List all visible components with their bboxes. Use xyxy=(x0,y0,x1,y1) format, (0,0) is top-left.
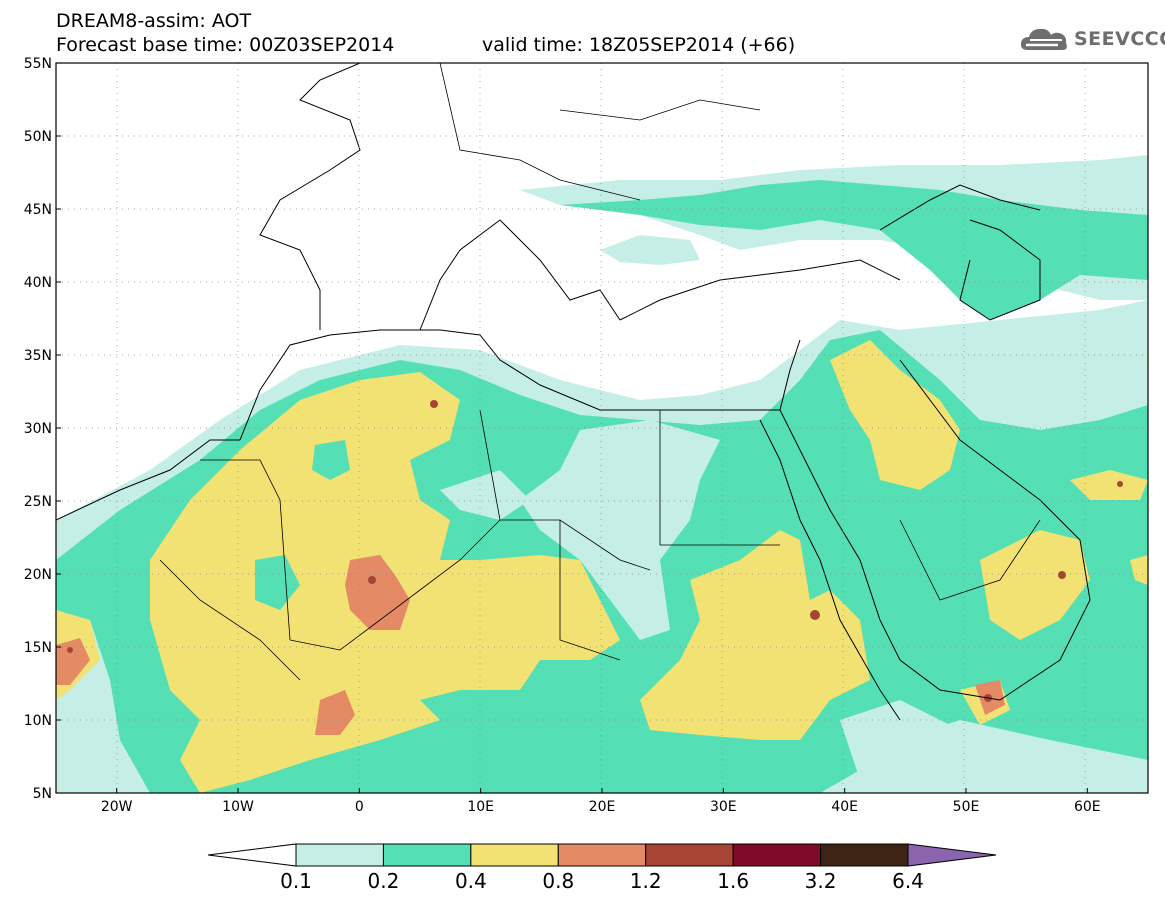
lat-tick-label: 35N xyxy=(24,348,52,364)
colorbar-level-label: 3.2 xyxy=(805,869,837,893)
graticule xyxy=(56,63,1148,793)
forecast-base-time: Forecast base time: 00Z03SEP2014 xyxy=(56,34,395,56)
lat-tick-label: 5N xyxy=(33,786,52,802)
colorbar-swatch xyxy=(382,843,472,867)
aot-band-0.2-inner xyxy=(255,440,350,610)
colorbar-level-label: 0.8 xyxy=(542,869,574,893)
colorbar-level-label: 0.2 xyxy=(368,869,400,893)
country-borders xyxy=(159,63,1041,681)
colorbar: 0.1 0.2 0.4 0.8 1.2 1.6 3.2 6.4 xyxy=(207,843,997,893)
valid-time: valid time: 18Z05SEP2014 (+66) xyxy=(482,34,796,56)
colorbar-swatch xyxy=(732,843,822,867)
colorbar-level-label: 0.4 xyxy=(455,869,487,893)
lat-tick-label: 30N xyxy=(24,421,52,437)
colorbar-swatch xyxy=(557,843,647,867)
lat-tick-label: 50N xyxy=(24,129,52,145)
aot-field xyxy=(56,63,1148,793)
colorbar-swatch xyxy=(907,843,997,867)
colorbar-swatch xyxy=(295,843,384,867)
colorbar-level-label: 6.4 xyxy=(892,869,924,893)
lon-tick-label: 0 xyxy=(355,799,364,815)
latitude-axis: 55N 50N 45N 40N 35N 30N 25N 20N 15N 10N 5N xyxy=(24,56,61,802)
colorbar-swatch xyxy=(207,843,297,867)
lon-tick-label: 40E xyxy=(831,799,858,815)
seevccc-logo: SEEVCCC xyxy=(1018,24,1165,54)
lon-tick-label: 50E xyxy=(953,799,980,815)
logo-text: SEEVCCC xyxy=(1074,28,1165,50)
colorbar-swatch xyxy=(645,843,734,867)
lon-tick-label: 10W xyxy=(222,799,254,815)
coastlines xyxy=(56,63,1091,721)
aot-band-0.8 xyxy=(56,555,1005,735)
lat-tick-label: 45N xyxy=(24,202,52,218)
colorbar-level-label: 1.2 xyxy=(630,869,662,893)
lon-tick-label: 20W xyxy=(101,799,133,815)
lat-tick-label: 20N xyxy=(24,567,52,583)
lat-tick-label: 25N xyxy=(24,494,52,510)
lat-tick-label: 40N xyxy=(24,275,52,291)
cloud-icon xyxy=(1020,28,1067,50)
lon-tick-label: 10E xyxy=(467,799,494,815)
map-title: DREAM8-assim: AOT xyxy=(56,10,252,32)
lat-tick-label: 55N xyxy=(24,56,52,72)
colorbar-swatch xyxy=(470,843,559,867)
lon-tick-label: 30E xyxy=(710,799,737,815)
colorbar-level-label: 1.6 xyxy=(717,869,749,893)
longitude-axis: 20W 10W 0 10E 20E 30E 40E 50E 60E xyxy=(101,788,1101,815)
colorbar-level-label: 0.1 xyxy=(280,869,312,893)
colorbar-swatch xyxy=(820,843,909,867)
lon-tick-label: 20E xyxy=(589,799,616,815)
aot-band-1.2 xyxy=(67,400,1123,702)
lat-tick-label: 10N xyxy=(24,713,52,729)
lon-tick-label: 60E xyxy=(1074,799,1101,815)
lat-tick-label: 15N xyxy=(24,640,52,656)
